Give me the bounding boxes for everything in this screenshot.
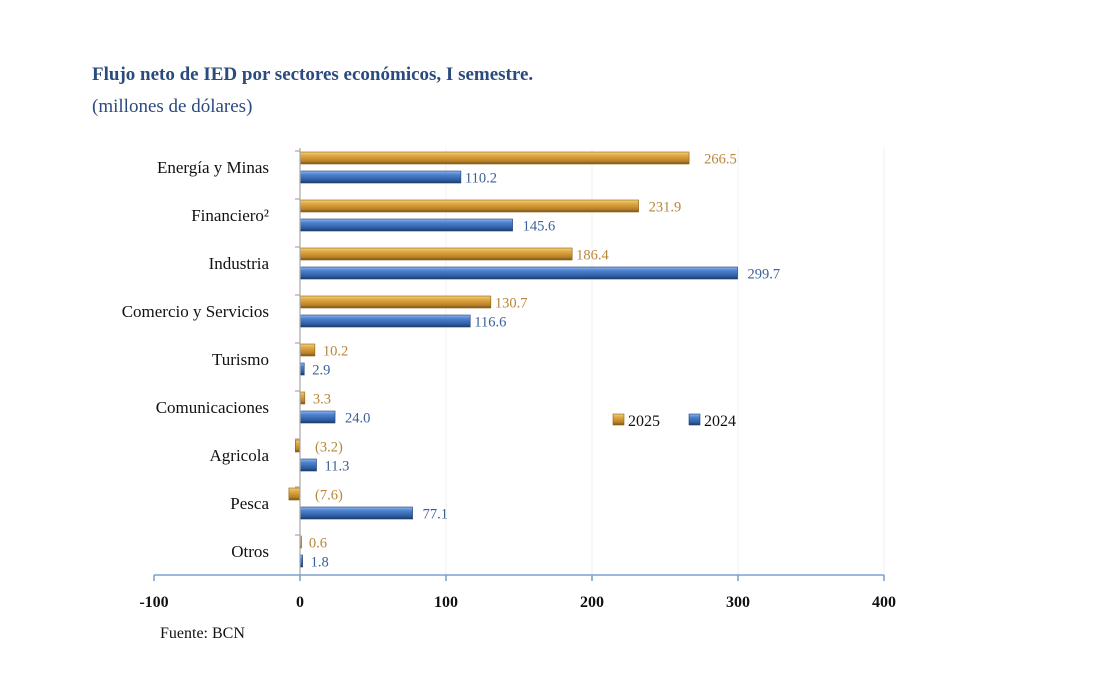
category-label: Energía y Minas	[157, 158, 269, 177]
legend-label-2024: 2024	[704, 413, 736, 430]
bar-2025	[299, 295, 492, 309]
category-label: Turismo	[212, 350, 269, 369]
bar-2024	[299, 458, 317, 472]
data-label-2025: 266.5	[704, 152, 737, 168]
category-labels: Energía y Minas Financiero² Industria Comer…	[122, 158, 270, 561]
data-label-2025: 10.2	[323, 344, 348, 360]
bar-2024	[299, 266, 738, 280]
category-label: Industria	[209, 254, 270, 273]
chart-title: Flujo neto de IED por sectores económico…	[92, 64, 534, 85]
data-label-2025: (7.6)	[315, 488, 343, 504]
source-note: Fuente: BCN	[160, 625, 245, 642]
data-labels: 266.5 110.2 231.9 145.6 186.4 299.7 130.7 116.6…	[309, 152, 780, 571]
bar-2025	[299, 343, 316, 357]
data-label-2025: 3.3	[313, 392, 331, 408]
category-label: Comercio y Servicios	[122, 302, 269, 321]
bar-2024	[299, 314, 471, 328]
data-label-2024: 24.0	[345, 411, 370, 427]
data-label-2024: 77.1	[423, 507, 448, 523]
x-tick-label: 200	[580, 594, 604, 611]
data-label-2024: 145.6	[523, 219, 556, 235]
bar-2024	[299, 218, 513, 232]
bar-2025	[299, 391, 306, 405]
legend-label-2025: 2025	[628, 413, 660, 430]
legend-swatch-2025	[612, 413, 625, 426]
category-label: Pesca	[230, 494, 269, 513]
chart-subtitle: (millones de dólares)	[92, 96, 253, 117]
data-label-2024: 110.2	[465, 171, 497, 187]
x-tick-label: -100	[139, 594, 168, 611]
legend: 2025 2024	[612, 413, 736, 430]
category-label: Agricola	[210, 446, 270, 465]
x-tick-label: 0	[296, 594, 304, 611]
bar-2025	[288, 487, 301, 501]
data-label-2024: 2.9	[312, 363, 330, 379]
bar-2025	[299, 151, 690, 165]
category-label: Comunicaciones	[156, 398, 269, 417]
data-label-2025: 130.7	[495, 296, 528, 312]
data-label-2025: 0.6	[309, 536, 327, 552]
x-tick-label: 400	[872, 594, 896, 611]
data-label-2024: 1.8	[311, 555, 329, 571]
data-label-2025: 231.9	[649, 200, 682, 216]
data-label-2025: (3.2)	[315, 440, 343, 456]
x-axis: -100 0 100 200 300 400	[139, 148, 896, 611]
bar-2025	[299, 247, 573, 261]
data-label-2024: 11.3	[324, 459, 349, 475]
category-label: Financiero²	[191, 206, 269, 225]
bar-2024	[299, 410, 336, 424]
bar-2024	[299, 506, 413, 520]
legend-swatch-2024	[688, 413, 701, 426]
bar-2024	[299, 362, 305, 376]
category-label: Otros	[231, 542, 269, 561]
data-label-2024: 116.6	[474, 315, 506, 331]
data-label-2025: 186.4	[576, 248, 609, 264]
bar-2025	[299, 199, 639, 213]
bar-2025	[295, 439, 301, 453]
data-label-2024: 299.7	[748, 267, 781, 283]
bar-2024	[299, 170, 462, 184]
x-tick-label: 300	[726, 594, 750, 611]
x-tick-label: 100	[434, 594, 458, 611]
